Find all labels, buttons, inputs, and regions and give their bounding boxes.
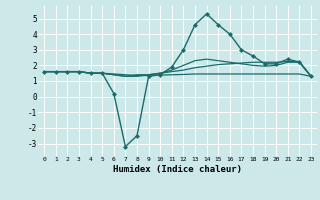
X-axis label: Humidex (Indice chaleur): Humidex (Indice chaleur)	[113, 165, 242, 174]
